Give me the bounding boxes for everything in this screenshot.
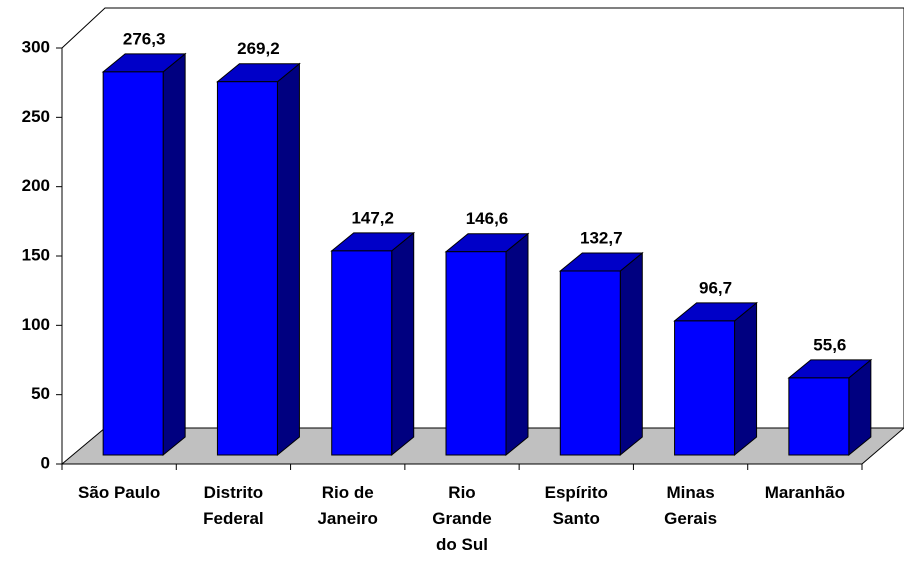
x-tick-label-box: São Paulo [78,483,161,502]
x-tick-label-box: Espírito Santo [544,483,608,528]
bar-front [445,251,507,456]
bar [673,301,758,457]
bar-front [331,250,393,456]
y-tick-label: 100 [22,315,50,334]
bar [787,358,873,457]
y-tick-label: 250 [22,107,50,126]
x-tick-label-box: Rio Grande do Sul [432,483,492,554]
y-tick-label: 300 [22,37,50,56]
bar-front [559,270,621,456]
bar-side [734,301,758,457]
value-label: 55,6 [813,335,846,354]
x-tick-label: Distrito Federal [203,483,264,528]
x-tick-label: Rio Grande do Sul [432,483,492,554]
value-label: 269,2 [237,39,280,58]
value-label: 276,3 [123,29,166,48]
x-tick-label-box: Rio de Janeiro [317,483,378,528]
bar [330,231,416,457]
bar-side [162,52,186,457]
bar [444,232,530,457]
bar-side [391,231,415,457]
bar-front [674,320,736,456]
value-label: 146,6 [466,209,509,228]
bar-front [216,81,278,456]
bar-side [619,251,643,457]
y-tick-label: 150 [22,245,50,264]
x-tick-label: Rio de Janeiro [317,483,378,528]
x-tick-label-box: Maranhão [764,483,845,502]
bar-side [276,62,300,457]
bar [558,251,644,457]
x-tick-label: Minas Gerais [664,483,718,528]
y-tick-label: 50 [31,384,50,403]
bar-front [788,377,850,456]
bar-side [505,232,529,457]
value-label: 96,7 [699,278,732,297]
bar [101,52,187,457]
value-label: 147,2 [351,208,394,227]
y-tick-label: 0 [41,453,50,472]
x-tick-label: Espírito Santo [544,483,608,528]
bar-front [102,71,164,456]
x-tick-label: São Paulo [78,483,161,502]
x-tick-label: Maranhão [764,483,845,502]
bar [216,62,301,457]
x-tick-label-box: Distrito Federal [203,483,264,528]
x-tick-label-box: Minas Gerais [664,483,718,528]
y-tick-label: 200 [22,176,50,195]
value-label: 132,7 [580,228,623,247]
